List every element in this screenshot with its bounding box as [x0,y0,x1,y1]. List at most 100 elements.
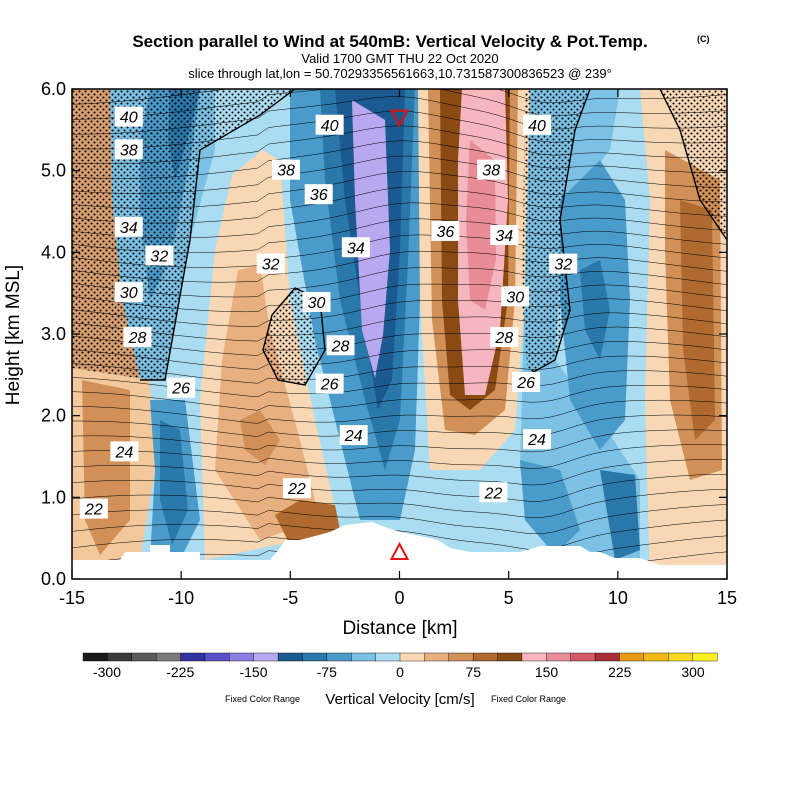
y-tick-label: 0.0 [41,569,66,589]
colorbar-tick-label: -75 [317,664,337,680]
x-tick-label: 5 [504,588,514,608]
theta-label-box [145,245,174,266]
isentrope-line [72,504,727,535]
plot-area [72,89,727,579]
theta-label-box [114,139,143,160]
x-tick-label: -10 [168,588,194,608]
theta-label: 34 [341,237,370,258]
isentrope-line [72,519,727,551]
theta-label-box [523,114,552,135]
theta-label: 24 [523,429,552,450]
x-tick-label: 0 [394,588,404,608]
dotted-outline-far-right [659,89,727,241]
theta-label-text: 38 [482,163,500,180]
theta-label-box [114,216,143,237]
theta-label-text: 26 [320,377,339,394]
theta-label: 22 [282,478,311,499]
theta-label-text: 30 [308,295,326,312]
theta-label: 22 [479,482,508,503]
theta-label: 32 [549,253,578,274]
x-tick-label: -15 [59,588,85,608]
colorbar-swatch [131,652,157,662]
isentrope-line [72,298,727,327]
isentrope-line [72,444,727,469]
valid-time: Valid 1700 GMT THU 22 Oct 2020 [301,51,498,66]
theta-label: 26 [167,377,196,398]
theta-label: 38 [114,139,143,160]
isentrope-line [72,89,727,120]
colorbar: -300 -225 -150 -75 0 75 150 225 300 [82,652,718,680]
theta-label-box [523,429,552,450]
vv-region-central-left-updraft-inner [240,410,280,465]
colorbar-swatch [326,652,352,662]
isentrope-line [72,155,727,194]
colorbar-swatch [643,652,669,662]
colorbar-swatch [399,652,425,662]
theta-label-box [431,220,460,241]
theta-label: 40 [523,114,552,135]
theta-label-box [479,482,508,503]
theta-label-text: 28 [128,330,147,347]
theta-label-text: 24 [115,444,134,461]
colorbar-tick-label: 300 [681,664,705,680]
theta-label: 24 [110,441,139,462]
dotted-outline-left [140,89,296,381]
theta-label-text: 34 [120,220,138,237]
theta-label: 30 [501,286,530,307]
y-axis: 0.0 1.0 2.0 3.0 4.0 5.0 6.0 [41,79,727,589]
markers [389,109,410,561]
isentrope-line [72,250,727,283]
x-axis: -15 -10 -5 0 5 10 15 [59,89,737,608]
theta-label-text: 28 [331,338,350,355]
vv-dotted-left [72,89,295,380]
colorbar-tick-label: 225 [608,664,632,680]
vv-region-central-downdraft-peak [352,100,390,378]
theta-label-box [256,253,285,274]
theta-label: 28 [326,335,355,356]
colorbar-swatch [472,652,499,662]
marker-triangle-down [389,109,410,128]
isentrope-line [72,171,727,209]
y-tick-label: 6.0 [41,79,66,99]
theta-label: 24 [339,425,368,446]
isentrope-line [72,312,727,342]
colorbar-swatch [253,652,279,662]
y-axis-label: Height [km MSL] [3,265,24,405]
colorbar-tick-label: 150 [535,664,559,680]
theta-label: 30 [302,291,331,312]
vv-region-right-lower-downdraft-left [520,460,580,555]
colorbar-swatch [375,652,401,662]
isentrope-line [72,355,727,384]
theta-contour-labels: 40 38 34 32 30 28 26 24 22 38 32 30 28 26 24 22 40 36 34 36… [79,106,578,519]
colorbar-swatch [497,652,523,662]
theta-label-box [490,327,519,348]
colorbar-swatch [277,652,303,662]
theta-label-text: 40 [321,118,339,135]
theta-label-text: 22 [287,481,306,498]
isentrope-line [72,429,727,453]
vv-region-lower-left-blue-core [160,420,188,545]
isentrope-line [72,283,727,313]
colorbar-swatch [180,652,206,662]
theta-label: 26 [512,372,541,392]
theta-label-box [302,291,331,312]
theta-label: 36 [304,184,333,205]
theta-label-box [339,425,368,446]
vv-dotted-right [522,89,590,375]
y-tick-label: 3.0 [41,324,66,344]
theta-label-box [114,106,143,127]
theta-label-box [477,159,506,180]
theta-label-text: 34 [347,240,365,257]
y-tick-label: 5.0 [41,161,66,181]
y-tick-label: 2.0 [41,406,66,426]
colorbar-swatch [302,652,328,662]
theta-label-text: 22 [84,502,103,519]
theta-label-box [271,159,300,180]
colorbar-swatch [692,652,718,662]
dotted-outline-central [262,287,326,386]
colorbar-swatch [668,652,694,662]
colorbar-swatch [351,652,377,662]
colorbar-swatch [424,652,450,662]
theta-label-text: 36 [436,224,454,241]
